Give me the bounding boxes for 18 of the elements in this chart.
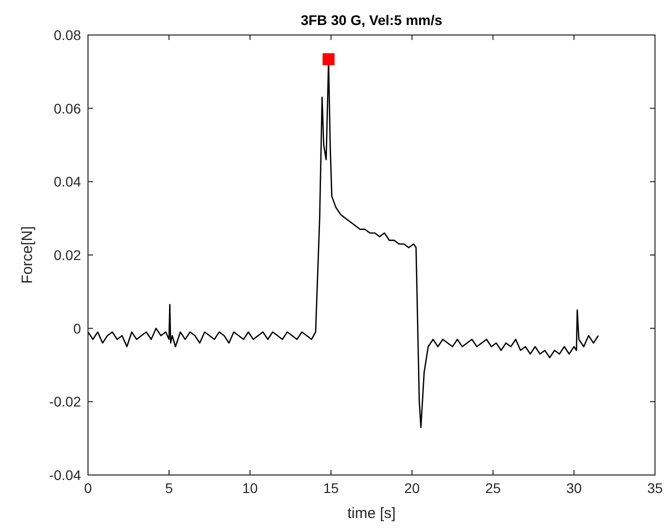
y-tick-label: 0.04	[54, 174, 82, 190]
x-tick-label: 10	[242, 480, 258, 496]
x-tick-label: 5	[165, 480, 174, 496]
x-tick-label: 35	[647, 480, 663, 496]
x-tick-label: 30	[566, 480, 582, 496]
y-tick-label: 0	[73, 320, 82, 336]
y-tick-label: -0.02	[49, 394, 82, 410]
y-tick-label: 0.08	[54, 27, 82, 43]
x-tick-label: 20	[404, 480, 420, 496]
x-axis-title: time [s]	[347, 505, 396, 522]
y-tick-label: 0.06	[54, 100, 82, 116]
x-tick-label: 15	[323, 480, 339, 496]
y-tick-label: 0.02	[54, 247, 82, 263]
x-tick-label: 25	[485, 480, 501, 496]
chart-title: 3FB 30 G, Vel:5 mm/s	[300, 12, 443, 28]
x-tick-label: 0	[84, 480, 92, 496]
y-axis-title: Force[N]	[19, 226, 36, 284]
y-tick-label: -0.04	[49, 467, 82, 483]
